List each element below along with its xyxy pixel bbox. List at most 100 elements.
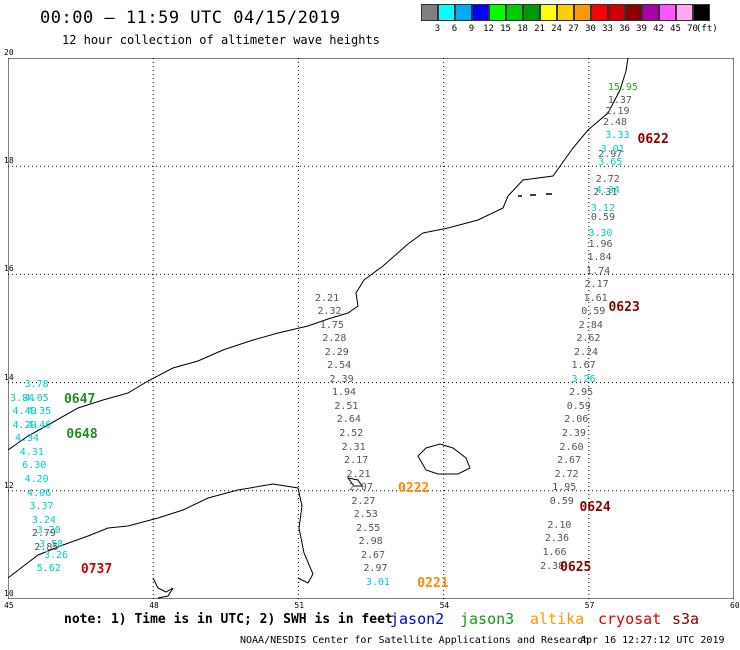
wave-height-value: 3.01	[600, 143, 625, 155]
legend-label: 3	[434, 24, 441, 34]
wave-height-value: 1.84	[587, 252, 612, 264]
wave-height-value: 4.29	[12, 419, 37, 431]
wave-height-value: 2.36	[544, 533, 569, 545]
wave-height-value: 4.46	[27, 419, 52, 431]
map-subtitle: 12 hour collection of altimeter wave hei…	[62, 33, 380, 47]
wave-height-value: 2.62	[576, 333, 601, 345]
footer-credit: NOAA/NESDIS Center for Satellite Applica…	[240, 635, 590, 646]
longitude-tick-label: 51	[294, 601, 305, 610]
abd-al-kuri-island	[346, 477, 363, 487]
wave-height-value: 2.06	[564, 414, 589, 426]
wave-height-value: 2.64	[336, 414, 361, 426]
wave-height-value: 2.19	[605, 106, 630, 118]
legend-color-swatch	[489, 4, 506, 21]
wave-height-value: 1.74	[586, 265, 611, 277]
wave-height-value: 2.53	[353, 509, 378, 521]
satellite-legend-jason3: jason3	[460, 610, 515, 628]
longitude-tick-label: 45	[4, 601, 14, 610]
wave-height-value: 2.17	[584, 279, 609, 291]
wave-height-value: 3.78	[24, 379, 49, 391]
legend-label: 70	[687, 24, 698, 34]
wave-height-value: 2.32	[317, 306, 342, 318]
wave-height-value: 3.20	[36, 525, 61, 537]
legend-color-swatch	[659, 4, 676, 21]
wave-height-value: 1.95	[552, 482, 577, 494]
legend-color-swatch	[642, 4, 659, 21]
legend-label: 42	[653, 24, 664, 34]
wave-height-value: 3.26	[43, 549, 69, 561]
somali-coastline	[8, 483, 314, 584]
kuria-muria-islands	[518, 193, 552, 197]
wave-height-value: 2.60	[559, 441, 584, 453]
coastline	[8, 58, 629, 599]
wave-height-value: 0.59	[590, 211, 615, 223]
legend-label: 15	[500, 24, 511, 34]
legend-label: 30	[585, 24, 596, 34]
footer-timestamp: Apr 16 12:27:12 UTC 2019	[580, 635, 725, 646]
wave-height-value: 1.96	[588, 238, 613, 250]
latitude-tick-label: 20	[4, 48, 14, 57]
wave-height-value: 2.79	[31, 528, 56, 540]
wave-height-value: 2.39	[561, 427, 586, 439]
wave-height-value: 5.62	[36, 563, 61, 575]
legend-color-swatch	[676, 4, 693, 21]
wave-height-value: 0.59	[549, 495, 574, 507]
pass-time-label: 0647	[63, 391, 96, 407]
wave-height-value: 4.34	[595, 184, 620, 196]
wave-height-value: 2.51	[334, 400, 359, 412]
wave-height-value: 6.30	[22, 460, 47, 472]
longitude-tick-label: 48	[149, 601, 159, 610]
wave-height-value: 2.07	[348, 482, 373, 494]
legend-color-swatch	[438, 4, 455, 21]
legend-color-swatch	[506, 4, 523, 21]
wave-height-value: 2.67	[361, 549, 386, 561]
wave-height-value: 0.59	[581, 306, 606, 318]
wave-height-value: 15.95	[607, 81, 638, 93]
wave-height-value: 4.20	[24, 473, 49, 485]
legend-color-swatch	[693, 4, 710, 21]
legend-color-swatch	[591, 4, 608, 21]
wave-height-value: 2.17	[344, 455, 369, 467]
legend-label: 27	[568, 24, 579, 34]
wave-height-value: 1.94	[331, 387, 357, 399]
footer-note: note: 1) Time is in UTC; 2) SWH is in fe…	[64, 612, 393, 627]
legend-label: 36	[619, 24, 630, 34]
satellite-legend-altika: altika	[530, 610, 585, 628]
graticule	[8, 58, 734, 599]
wave-height-value: 4.34	[14, 433, 40, 445]
latitude-tick-label: 18	[4, 156, 14, 166]
legend-label: 33	[602, 24, 613, 34]
legend-color-swatch	[421, 4, 438, 21]
pass-time-label: 0622	[637, 132, 669, 148]
wave-height-value: 1.66	[542, 547, 567, 558]
wave-height-value: 4.06	[27, 487, 52, 499]
legend-label: 24	[551, 24, 562, 34]
pass-time-label: 0737	[80, 562, 113, 578]
wave-height-value: 2.31	[593, 187, 618, 199]
legend-color-swatch	[540, 4, 557, 21]
wave-height-value: 2.27	[351, 495, 376, 507]
map-border	[8, 58, 734, 599]
wave-height-value: 2.31	[341, 441, 366, 453]
wave-height-value: 2.98	[358, 536, 383, 548]
wave-height-value: 2.97	[363, 563, 388, 575]
wave-height-value: 2.38	[540, 560, 565, 572]
legend-unit: (ft)	[696, 24, 718, 34]
wave-height-value: 2.72	[554, 468, 579, 480]
map-canvas	[8, 58, 734, 599]
wave-height-value: 2.21	[346, 468, 371, 480]
wave-height-value: 2.21	[315, 292, 340, 304]
latitude-tick-label: 10	[4, 589, 14, 598]
wave-height-value: 3.12	[590, 203, 615, 215]
legend-label: 9	[468, 24, 475, 34]
legend-color-swatch	[557, 4, 574, 21]
pass-time-label: 0623	[608, 299, 640, 315]
wave-height-value: 2.29	[324, 346, 349, 358]
wave-height-value: 3.24	[31, 514, 56, 526]
longitude-tick-label: 54	[439, 601, 450, 610]
wave-height-value: 2.28	[322, 333, 347, 345]
legend-label: 21	[534, 24, 545, 34]
latitude-tick-label: 14	[4, 372, 14, 382]
wave-height-value: 2.97	[598, 149, 623, 161]
pass-time-label: 0221	[417, 575, 449, 591]
